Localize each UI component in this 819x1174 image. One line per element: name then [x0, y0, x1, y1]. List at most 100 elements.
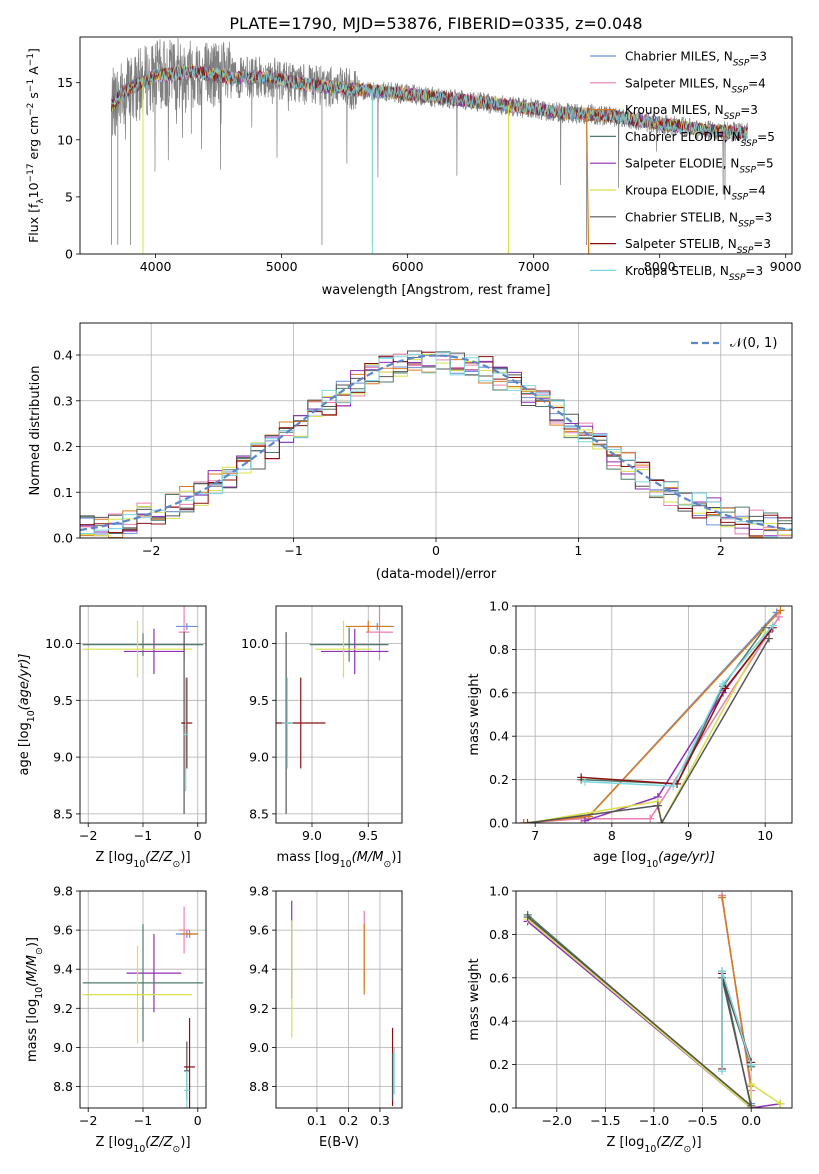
weight-line-2: [721, 897, 752, 1108]
normal-legend-label: 𝒩(0, 1): [730, 336, 777, 351]
weight-marker: [721, 684, 730, 693]
x-tick-label: −1: [284, 543, 302, 558]
weight-marker: [523, 913, 532, 922]
axes-age_vs_mass: 9.0 9.5 8.5 9.0 9.5 10.0 mass [log10(M/M⊙)]: [241, 605, 403, 870]
plot-area-mass_vs_EBV: [291, 900, 395, 1107]
y-tick-label: 1.0: [489, 884, 509, 899]
label-part: 10: [26, 182, 41, 198]
normal-curve: [80, 354, 792, 532]
y-tick-label: 10: [57, 132, 73, 147]
axes-frame: [79, 36, 793, 255]
label-part: λ: [36, 198, 46, 204]
label-part: 10: [34, 987, 45, 999]
weight-marker: [719, 680, 727, 689]
weight-line-8: [584, 625, 774, 787]
legend-subscript: SSP: [741, 139, 758, 149]
label-part: Z [log: [95, 850, 133, 865]
weight-marker: [581, 816, 589, 823]
label-part: ⊙: [34, 947, 45, 955]
axes-mass_vs_Z: −2 −1 08.89.09.29.49.69.8Z [log10(Z/Z⊙)]ma…: [25, 884, 207, 1155]
x-tick-label: −0.5: [687, 1113, 717, 1128]
y-tick-label: 0.6: [489, 970, 509, 985]
label-part: )]: [25, 937, 40, 947]
label-part: 10: [340, 859, 352, 870]
legend-text: Salpeter MILES, N: [625, 76, 732, 90]
x-axis-label: (data-model)/error: [376, 567, 497, 582]
legend-count: =3: [753, 237, 771, 251]
label-part: (Z/Z: [656, 1135, 684, 1150]
y-tick-label: 0.1: [53, 485, 73, 500]
label-part: 10: [133, 1144, 145, 1155]
axes-mass_vs_EBV: 0.1 0.2 0.3 8.8 9.0 9.2 9.4 9.6 9.8 E(B-V): [249, 884, 403, 1150]
x-tick-label: 0: [432, 543, 440, 558]
x-axis-label: Z [log10(Z/Z⊙)]: [606, 1135, 701, 1155]
x-tick-label: 1: [574, 543, 582, 558]
histogram-8: [80, 351, 792, 538]
label-part: mass [log: [277, 850, 340, 865]
y-tick-label: 10.0: [45, 636, 73, 651]
weight-marker: [776, 606, 785, 615]
label-part: −1: [26, 53, 36, 66]
plot-area-age_vs_mass: [276, 606, 395, 814]
weight-marker: [747, 1101, 756, 1108]
legend-count: =4: [748, 184, 766, 198]
y-tick-label: 8.5: [53, 806, 73, 821]
x-tick-label: 0: [194, 1113, 202, 1128]
label-part: Flux [f: [26, 203, 41, 243]
label-part: Z [log: [95, 1135, 133, 1150]
y-tick-label: 8.8: [249, 1079, 269, 1094]
weight-marker: [577, 773, 586, 782]
axes-residuals: −2 −1 0 1 2 0.0 0.1 0.2 0.3 0.4 𝒩(0, 1) (data-model…: [28, 322, 793, 582]
label-part: )]: [180, 1135, 190, 1150]
x-tick-label: −2: [79, 828, 97, 843]
y-tick-label: 0.0: [53, 531, 73, 546]
label-part: −17: [26, 163, 36, 182]
label-part: 10: [133, 859, 145, 870]
x-axis-label: Z [log10(Z/Z⊙)]: [95, 1135, 190, 1155]
label-part: A: [26, 66, 41, 79]
x-tick-label: 0.3: [370, 1113, 390, 1128]
legend-subscript: SSP: [732, 85, 749, 95]
legend-count: =3: [749, 50, 767, 64]
label-part: erg cm: [26, 116, 41, 164]
y-tick-label: 0.8: [489, 642, 509, 657]
legend-count: =3: [745, 264, 763, 278]
x-tick-label: 4000: [140, 259, 172, 274]
legend-count: =5: [756, 157, 774, 171]
weight-marker: [669, 782, 678, 791]
y-tick-label: 1.0: [489, 599, 509, 614]
y-tick-label: 9.2: [53, 1001, 73, 1016]
weight-marker: [653, 801, 662, 810]
x-tick-label: −1.0: [639, 1113, 669, 1128]
y-tick-label: 9.2: [249, 1001, 269, 1016]
y-tick-label: 8.5: [249, 806, 269, 821]
x-tick-label: 0.2: [339, 1113, 359, 1128]
axes-spectrum: 4000 5000 6000 7000 8000 9000 0 5 10 15 wavelength…: [26, 36, 802, 298]
y-tick-label: 0.2: [489, 772, 509, 787]
x-tick-label: 6000: [392, 259, 424, 274]
label-part: s: [26, 92, 41, 103]
y-tick-label: 9.8: [53, 884, 73, 899]
x-axis-label: E(B-V): [319, 1135, 359, 1150]
label-part: )]: [180, 850, 190, 865]
legend-text: Chabrier ELODIE, N: [625, 130, 741, 144]
label-part: (age/yr)]: [658, 850, 715, 865]
y-tick-label: 9.5: [249, 693, 269, 708]
legend-entry: Kroupa ELODIE, NSSP=4: [625, 184, 766, 203]
legend-text: Chabrier MILES, N: [625, 50, 733, 64]
y-tick-label: 0: [65, 247, 73, 262]
y-tick-label: 9.0: [53, 750, 73, 765]
y-tick-label: 15: [57, 75, 73, 90]
plot-area-residuals: [80, 350, 792, 538]
legend-text: Kroupa MILES, N: [625, 103, 724, 117]
x-tick-label: 10: [757, 828, 773, 843]
label-part: −1: [26, 79, 36, 92]
label-part: (age/yr)]: [17, 654, 32, 711]
x-tick-label: 7000: [518, 259, 550, 274]
y-axis-label: mass weight: [467, 958, 482, 1040]
axes-frame: [275, 605, 403, 824]
legend-entry: Salpeter ELODIE, NSSP=5: [625, 157, 774, 176]
weight-marker: [646, 814, 655, 823]
